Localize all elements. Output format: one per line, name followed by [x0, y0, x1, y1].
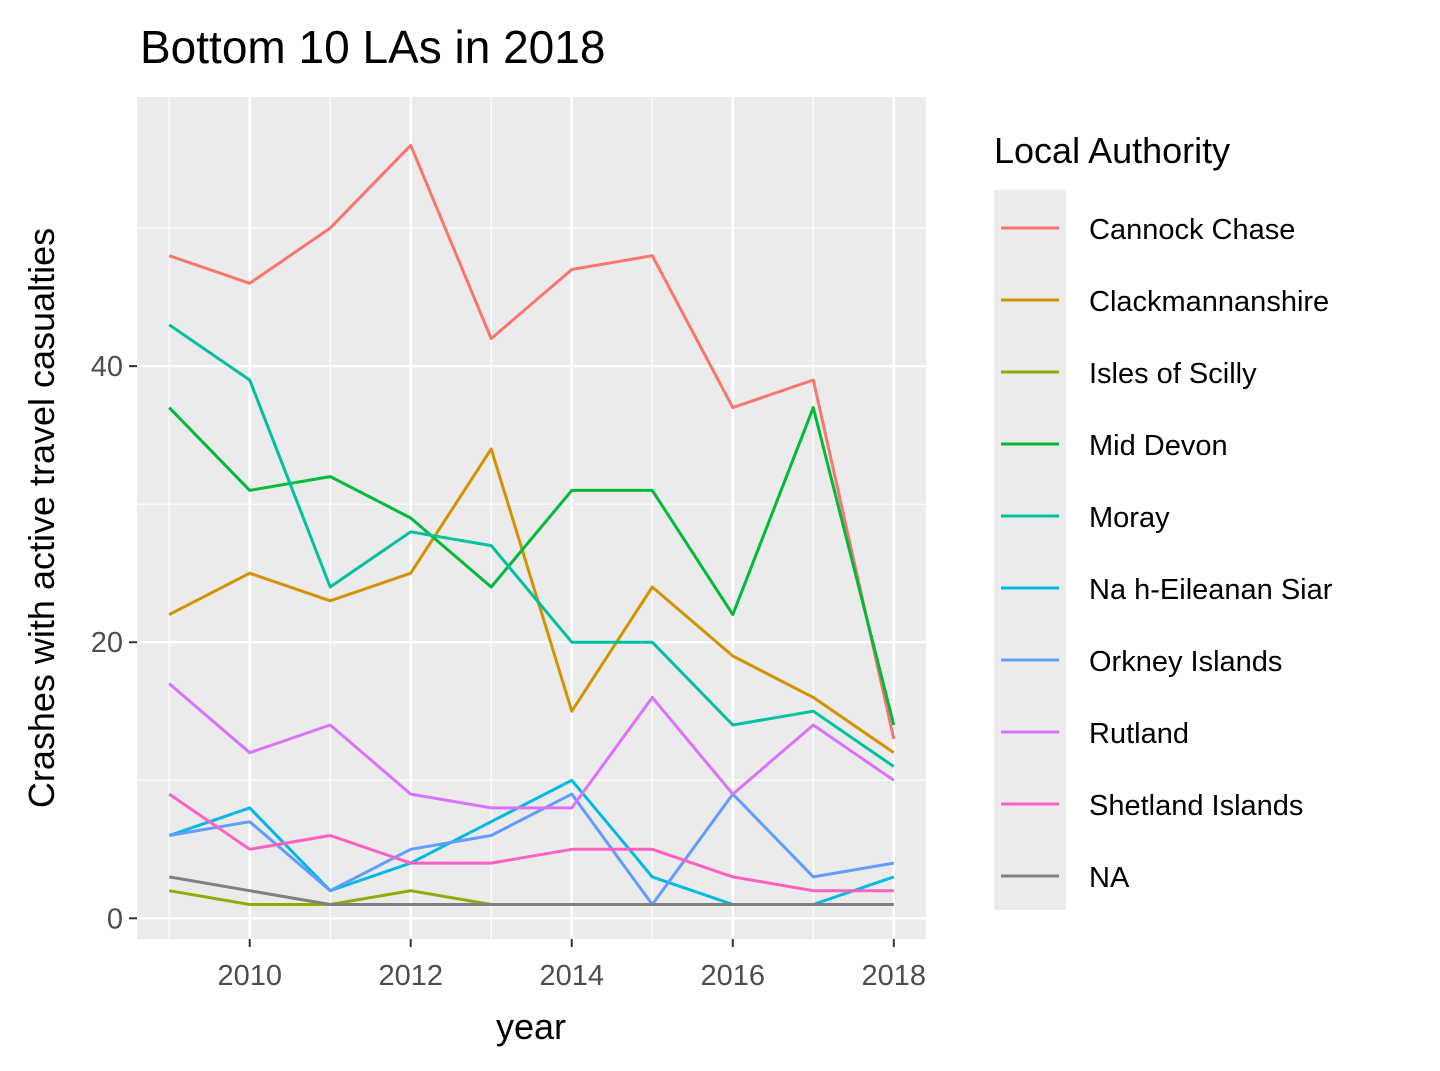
- legend-label: Na h-Eileanan Siar: [1089, 574, 1333, 606]
- legend-key-background: [994, 190, 1066, 910]
- legend-label: Cannock Chase: [1089, 214, 1295, 246]
- x-tick-label: 2018: [862, 960, 927, 992]
- series-line-shetland-islands: [168, 792, 894, 893]
- legend-label: Shetland Islands: [1089, 790, 1303, 822]
- legend-label: Isles of Scilly: [1089, 358, 1257, 390]
- x-tick-label: 2010: [217, 960, 282, 992]
- series-line-rutland: [168, 682, 895, 810]
- series-lines: [168, 143, 896, 906]
- x-tick-label: 2016: [701, 960, 766, 992]
- y-axis: 0 20 40: [91, 351, 137, 935]
- series-line-orkney-islands: [168, 792, 895, 906]
- series-line-moray: [168, 323, 895, 768]
- chart-title: Bottom 10 LAs in 2018: [140, 21, 605, 73]
- legend-label: Clackmannanshire: [1089, 286, 1329, 318]
- legend-label: Rutland: [1089, 718, 1189, 750]
- y-tick-label: 40: [91, 351, 123, 383]
- series-line-na: [168, 875, 894, 906]
- y-tick-label: 0: [107, 903, 123, 935]
- legend-title: Local Authority: [994, 130, 1230, 171]
- legend-label: Orkney Islands: [1089, 646, 1282, 678]
- x-axis: 2010 2012 2014 2016 2018: [217, 939, 926, 992]
- series-line-cannock-chase: [168, 143, 896, 740]
- y-axis-title: Crashes with active travel casualties: [21, 228, 62, 808]
- x-axis-title: year: [496, 1006, 566, 1047]
- plot-panel: [137, 97, 926, 939]
- x-tick-label: 2014: [539, 960, 604, 992]
- legend-label: Moray: [1089, 502, 1170, 534]
- legend-label: NA: [1089, 862, 1130, 894]
- minor-grid: [137, 97, 926, 939]
- x-tick-label: 2012: [378, 960, 443, 992]
- y-tick-label: 20: [91, 627, 123, 659]
- legend: Local Authority Cannock Chase Clackmannan…: [994, 130, 1333, 910]
- legend-label: Mid Devon: [1089, 430, 1228, 462]
- legend-items: Cannock Chase Clackmannanshire Isles of Sc…: [1001, 214, 1333, 894]
- series-line-clackmannanshire: [168, 447, 895, 754]
